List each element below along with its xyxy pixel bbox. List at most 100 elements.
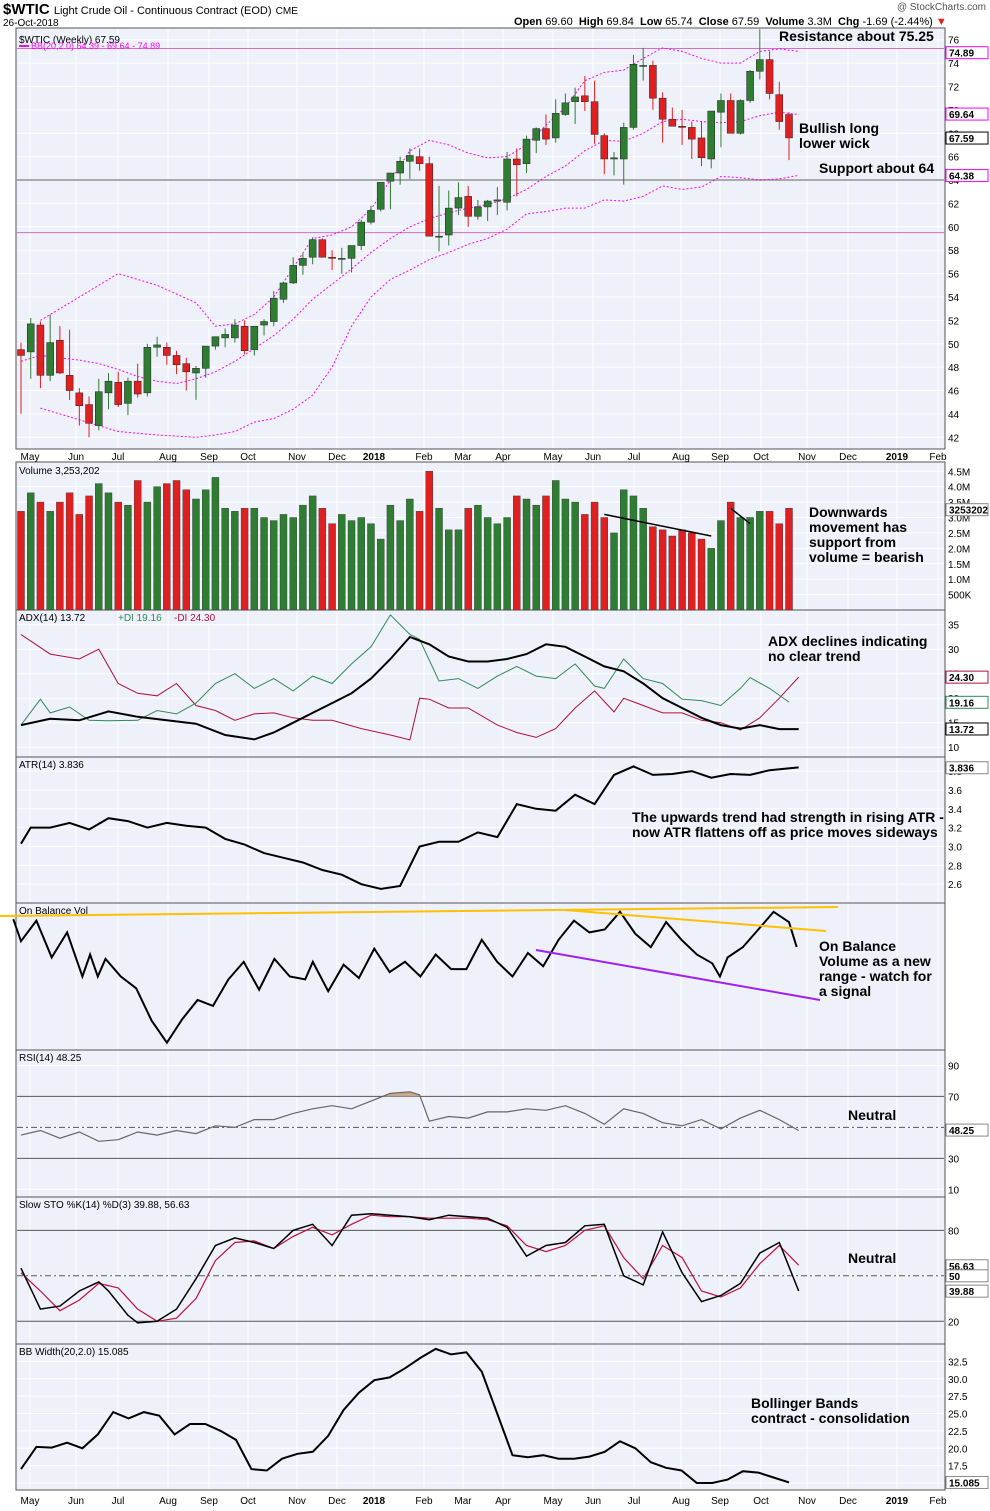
x-tick-label: May [21,452,40,463]
volume-bar [163,483,171,611]
volume-bar [182,489,190,611]
volume-bar [503,517,511,611]
volume-bar [357,517,365,611]
candle [104,380,113,394]
candle [56,339,64,374]
stoch-value-label-box [945,1269,989,1283]
candle [775,94,784,122]
x-tick-label: Apr [495,1496,511,1507]
price-value-label-box [945,46,989,60]
volume-bar [435,508,443,611]
y-tick-label: 10 [948,743,960,754]
rsi-panel [15,1049,946,1198]
y-tick-label: 4.5M [948,467,970,478]
volume-bar [289,517,297,611]
y-tick-label: 20 [948,1317,960,1328]
y-tick-label: 30 [948,645,960,656]
rsi-title: RSI(14) 48.25 [19,1053,82,1064]
annotation-obv: Volume as a new [819,953,931,969]
atr-panel [15,756,946,904]
candle [192,368,200,374]
y-tick-label: 54 [948,293,960,304]
volume-bar [124,504,132,611]
volume-bar [629,495,638,611]
volume-bar [202,489,210,611]
bb-legend: BB(20,2.0) 64.39 - 69.64 - 74.89 [31,41,160,51]
volume-bar [678,529,686,611]
y-tick-label: 60 [948,223,960,234]
annotation-volume: volume = bearish [809,549,924,565]
candle [513,158,521,166]
annotation-volume: movement has [809,519,907,535]
candle [639,65,647,67]
annotation-obv: On Balance [819,938,896,954]
adx-value-label-box [945,695,989,709]
candle [649,65,657,99]
annotation-rsi: Neutral [848,1107,896,1123]
price-value-label-box [945,169,989,183]
atr-title: ATR(14) 3.836 [19,760,84,771]
volume-bar [620,489,628,611]
annotation-adx: ADX declines indicating [768,633,927,649]
annotation-volume: Downwards [809,504,888,520]
candle [581,95,589,102]
annotation-adx: no clear trend [768,648,861,664]
annotation-volume: support from [809,534,896,550]
stoch-value-label-box [945,1284,989,1298]
volume-bar [571,501,579,611]
y-tick-label: 46 [948,387,960,398]
x-tick-label: Sep [711,452,729,463]
candle [688,127,696,140]
candle [707,110,715,160]
bbw-title: BB Width(20,2.0) 15.085 [19,1347,129,1358]
adx-panel [15,609,946,758]
x-tick-label: 2019 [886,1496,909,1507]
minus-di-line [20,634,800,741]
y-tick-label: 1.5M [948,560,970,571]
x-tick-label: Feb [929,452,947,463]
volume-bar [27,492,35,611]
y-tick-label: 35 [948,621,960,632]
y-tick-label: 3.0 [948,842,962,853]
volume-bar [688,532,696,611]
volume-bar [279,514,288,611]
rsi-line [20,1091,799,1142]
candle [785,114,793,139]
candle [717,100,725,113]
volume-bar [522,498,531,611]
volume-bar [639,508,647,611]
candle [124,380,132,404]
x-tick-label: Nov [288,1496,306,1507]
volume-title: Volume 3,253,202 [19,466,100,477]
annotation-wick: lower wick [799,135,870,151]
price-value-label-box [945,131,989,145]
stoch-k-line [20,1212,800,1324]
volume-bar [610,532,618,611]
volume-bar [328,523,336,611]
rsi-overbought-fill [380,1091,421,1097]
candle [765,59,774,94]
x-tick-label: Sep [711,1496,729,1507]
exchange: CME [275,6,298,17]
price-value-label: 64.38 [949,172,974,183]
candle [211,336,220,347]
stoch-value-label: 39.88 [949,1287,974,1298]
volume-bar [454,529,463,611]
candle [357,221,366,246]
down-arrow-icon: ▼ [935,16,947,28]
stoch-value-label: 56.63 [949,1262,974,1273]
candle [756,59,764,72]
volume-bar [513,495,521,611]
y-tick-label: 42 [948,433,960,444]
candle [386,172,395,182]
price-value-label-box [945,107,989,121]
candle [678,125,686,128]
y-tick-label: 62 [948,199,960,210]
volume-bar [445,529,453,611]
candle [240,325,249,352]
obv-purple-line [535,949,821,1001]
volume-bar [581,514,589,611]
adx-line [20,635,799,741]
x-tick-label: Dec [328,452,346,463]
